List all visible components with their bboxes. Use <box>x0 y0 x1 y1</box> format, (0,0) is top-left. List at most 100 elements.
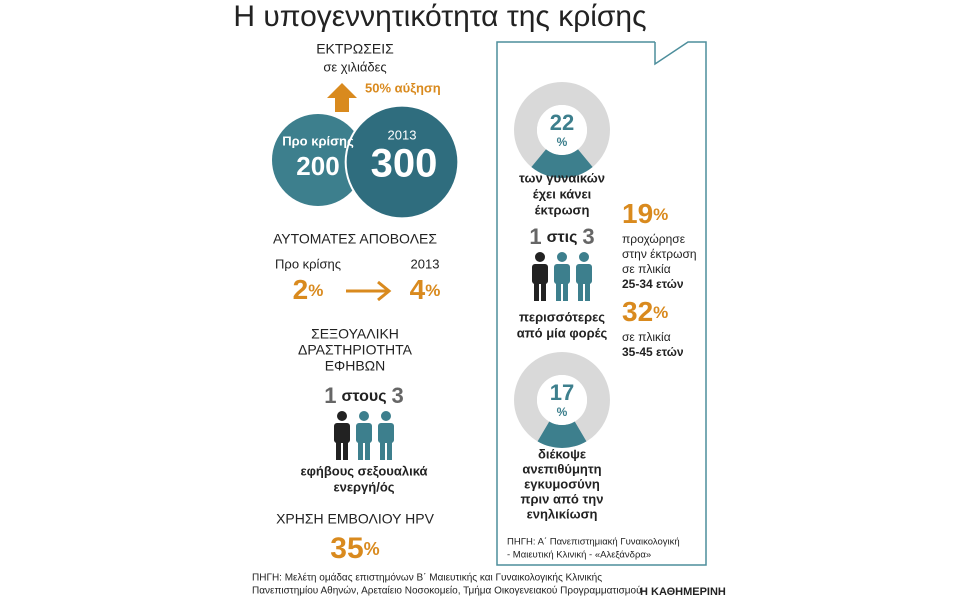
label: 300 <box>371 142 438 186</box>
head <box>579 252 589 262</box>
label: πριν από την <box>521 491 604 506</box>
figure-value: 4 <box>410 274 426 305</box>
head <box>557 252 567 262</box>
leg <box>578 281 583 301</box>
label: περισσότερες <box>519 309 605 324</box>
figure: 32% <box>622 296 668 327</box>
figure-value: 32 <box>622 296 653 327</box>
figure-value: 2 <box>293 274 309 305</box>
label: προχώρησε <box>622 232 686 246</box>
donut-value: 17 <box>550 380 574 405</box>
label: ΣΕΞΟΥΑΛΙΚΗ <box>311 326 399 342</box>
ratio-den: 3 <box>392 383 404 408</box>
figure-unit: % <box>425 281 440 300</box>
label: έκτρωση <box>535 202 590 217</box>
label: 25-34 ετών <box>622 277 684 291</box>
label: από μία φορές <box>517 325 608 340</box>
body <box>532 264 548 284</box>
person-icon <box>576 252 592 301</box>
panel-frame <box>496 41 707 566</box>
label: Προ κρίσης <box>282 133 354 148</box>
figure-unit: % <box>364 539 380 559</box>
label: ΠΗΓΗ: Α΄ Πανεπιστημιακή Γυναικολογική <box>507 537 680 548</box>
label: ενεργή/ός <box>333 479 394 494</box>
donut-value: 22 <box>550 110 574 135</box>
label: ανεπιθύμητη <box>522 461 601 476</box>
label: έχει κάνει <box>533 186 592 201</box>
donut-unit: % <box>557 405 568 419</box>
body <box>356 423 372 443</box>
donut-wedge <box>537 421 587 449</box>
body <box>334 423 350 443</box>
ratio-word: στις <box>547 229 578 246</box>
label: 200 <box>296 151 339 181</box>
leg <box>534 281 539 301</box>
leg <box>343 440 348 460</box>
leg <box>387 440 392 460</box>
trend-arrow <box>346 280 392 302</box>
head <box>381 411 391 421</box>
ratio-num: 1 <box>324 383 336 408</box>
head <box>337 411 347 421</box>
label: ΔΡΑΣΤΗΡΙΟΤΗΤΑ <box>298 342 413 358</box>
figure-unit: % <box>653 303 668 322</box>
person-icon <box>532 252 548 301</box>
ratio: 1 στους 3 <box>324 383 404 408</box>
donut-hole <box>537 105 587 155</box>
figure-value: 35 <box>330 532 363 565</box>
leg <box>585 281 590 301</box>
leg <box>541 281 546 301</box>
figure: 4% <box>410 274 441 305</box>
label: ΕΚΤΡΩΣΕΙΣ <box>316 41 394 57</box>
figure: 35% <box>330 532 379 565</box>
label: διέκοψε <box>538 446 586 461</box>
leg <box>336 440 341 460</box>
person-icon <box>356 411 372 460</box>
head <box>359 411 369 421</box>
leg <box>563 281 568 301</box>
label: - Μαιευτική Κλινική - «Αλεξάνδρα» <box>507 550 651 561</box>
head <box>535 252 545 262</box>
label: 2013 <box>388 127 417 142</box>
label: των γυναικών <box>519 170 605 185</box>
label: ΧΡΗΣΗ ΕΜΒΟΛΙΟΥ HPV <box>276 511 435 527</box>
label: στην έκτρωση <box>622 247 697 261</box>
bubble <box>344 104 460 220</box>
increase-arrow <box>327 83 357 112</box>
label: 2013 <box>411 256 440 271</box>
person-icon <box>554 252 570 301</box>
label: ΠΗΓΗ: Μελέτη ομάδας επιστημόνων Β΄ Μαιευ… <box>252 572 602 584</box>
label: σε πλικία <box>622 262 671 276</box>
donut-wedge <box>531 149 593 178</box>
label: σε πλικία <box>622 330 671 344</box>
leg <box>358 440 363 460</box>
person-icon <box>334 411 350 460</box>
ratio-den: 3 <box>582 224 594 249</box>
figure-unit: % <box>308 281 323 300</box>
ratio-num: 1 <box>529 224 541 249</box>
label: εγκυμοσύνη <box>524 476 600 491</box>
bubble <box>272 114 364 206</box>
body <box>554 264 570 284</box>
donut-unit: % <box>557 135 568 149</box>
label: Πανεπιστημίου Αθηνών, Αρεταίειο Νοσοκομε… <box>252 585 642 597</box>
label: εφήβους σεξουαλικά <box>300 463 427 478</box>
leg <box>365 440 370 460</box>
label: ΕΦΗΒΩΝ <box>325 358 386 374</box>
ratio-word: στους <box>341 388 386 405</box>
label: ΑΥΤΟΜΑΤΕΣ ΑΠΟΒΟΛΕΣ <box>273 231 437 247</box>
title: Η υπογεννητικότητα της κρίσης <box>233 0 646 33</box>
donut-hole <box>537 375 587 425</box>
figure: 19% <box>622 198 668 229</box>
body <box>378 423 394 443</box>
figure-unit: % <box>653 205 668 224</box>
leg <box>556 281 561 301</box>
leg <box>380 440 385 460</box>
figure: 2% <box>293 274 324 305</box>
person-icon <box>378 411 394 460</box>
ratio: 1 στις 3 <box>529 224 594 249</box>
label: ενηλικίωση <box>527 506 598 521</box>
label: σε χιλιάδες <box>323 59 386 74</box>
label: Προ κρίσης <box>275 256 341 271</box>
